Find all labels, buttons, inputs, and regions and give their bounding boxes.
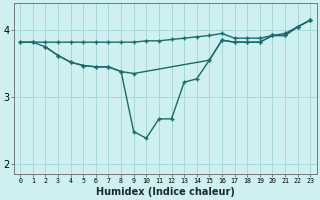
X-axis label: Humidex (Indice chaleur): Humidex (Indice chaleur): [96, 187, 235, 197]
